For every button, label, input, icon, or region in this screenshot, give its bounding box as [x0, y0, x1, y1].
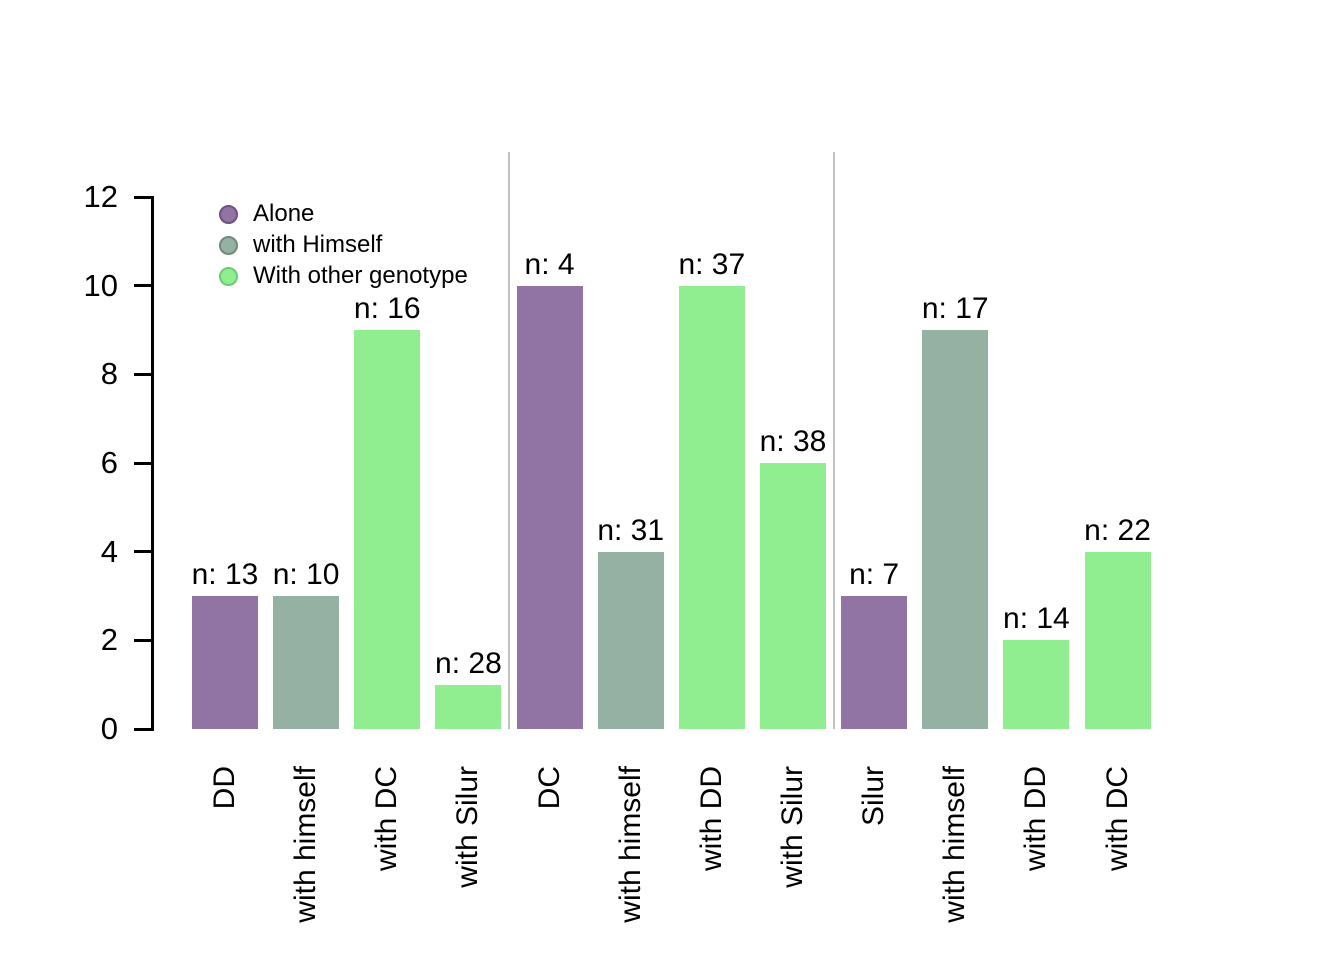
x-axis-label: DD — [208, 766, 241, 810]
bar-count-label: n: 14 — [1003, 602, 1070, 636]
bar-count-label: n: 17 — [921, 292, 989, 325]
group-separator — [507, 152, 510, 729]
x-axis-label: with DD — [694, 766, 728, 872]
y-tick-label: 0 — [100, 711, 118, 746]
x-axis-label: DC — [532, 766, 566, 810]
y-tick-label: 8 — [100, 356, 118, 392]
y-tick — [134, 372, 152, 376]
bar-count-label: n: 38 — [759, 425, 827, 458]
y-tick — [134, 727, 152, 731]
bar — [922, 330, 989, 729]
bar-count-label: n: 16 — [353, 292, 421, 325]
x-axis-label: with Silur — [451, 766, 485, 888]
y-tick-label: 2 — [100, 622, 118, 658]
x-axis-label: Silur — [857, 766, 891, 827]
y-tick-label: 10 — [83, 267, 118, 303]
legend-label: With other genotype — [253, 262, 468, 289]
x-axis-label: with himself — [613, 766, 647, 923]
bar-count-label: n: 10 — [272, 558, 340, 591]
bar-count-label: n: 37 — [678, 247, 746, 281]
bar — [841, 596, 908, 729]
y-axis-line — [150, 195, 154, 731]
y-tick — [134, 461, 152, 465]
x-axis-label: with DD — [1019, 766, 1053, 872]
y-tick-label: 6 — [100, 445, 118, 480]
bar-count-label: n: 13 — [191, 558, 259, 591]
group-separator — [832, 152, 835, 729]
bar — [678, 285, 745, 729]
bar — [354, 330, 421, 729]
bar-count-label: n: 22 — [1084, 513, 1151, 547]
legend-swatch-with-himself — [218, 235, 238, 255]
bar — [1084, 551, 1151, 729]
y-tick — [134, 550, 152, 554]
bar — [1003, 640, 1070, 729]
x-axis-label: with DC — [1100, 766, 1134, 872]
bar-count-label: n: 31 — [597, 513, 665, 547]
y-tick — [134, 284, 152, 288]
y-tick-label: 4 — [100, 533, 118, 569]
bar — [192, 596, 258, 729]
y-tick — [134, 638, 152, 642]
x-axis-label: with Silur — [775, 766, 809, 888]
bar — [516, 285, 583, 729]
x-axis-label: with himself — [289, 766, 323, 923]
y-tick — [134, 195, 152, 199]
bar — [435, 684, 502, 729]
legend-swatch-with-other-genotype — [218, 266, 238, 286]
legend-swatch-alone — [218, 204, 238, 224]
bar-count-label: n: 4 — [524, 247, 575, 281]
bar — [273, 596, 340, 729]
x-axis-label: with himself — [938, 766, 972, 923]
legend-label: with Himself — [253, 231, 383, 258]
x-axis-label: with DC — [370, 766, 404, 872]
bar-count-label: n: 7 — [849, 558, 900, 591]
y-tick-label: 12 — [83, 179, 118, 214]
bar — [759, 463, 826, 729]
bar — [597, 551, 664, 729]
bar-count-label: n: 28 — [435, 646, 502, 680]
legend-label: Alone — [253, 200, 315, 227]
